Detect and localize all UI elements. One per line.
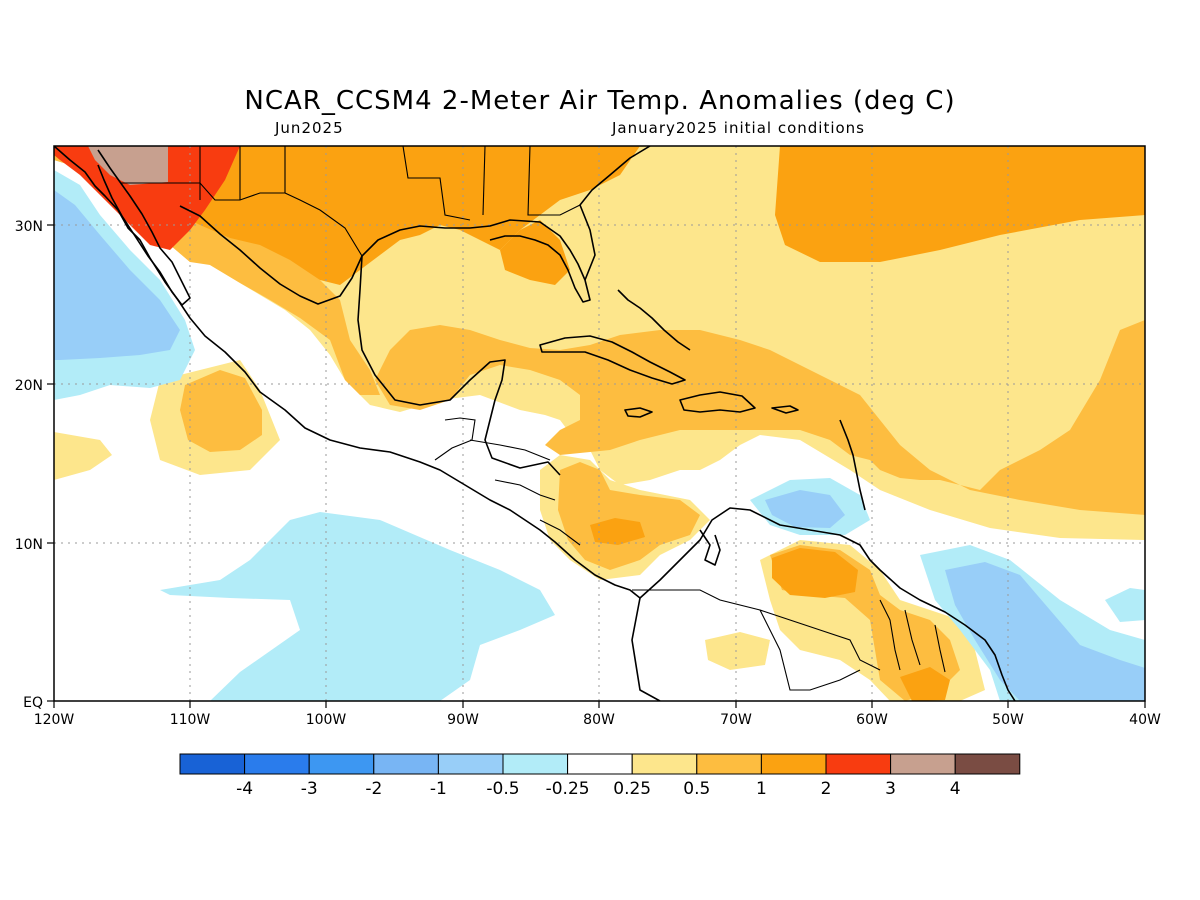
- colorbar-swatch: [567, 753, 633, 775]
- shade-warm-light-sm: [705, 632, 770, 670]
- graticule: [54, 146, 1145, 701]
- initial-conditions: January2025 initial conditions: [612, 119, 865, 137]
- lon-label: 90W: [447, 712, 479, 728]
- coastlines: [54, 146, 1016, 701]
- shaded-field: [54, 146, 1145, 701]
- bahamas: [617, 289, 691, 351]
- colorbar-label: -3: [301, 779, 318, 799]
- colorbar-swatch: [502, 753, 569, 775]
- shade-cool-light-atl2: [1105, 588, 1145, 622]
- lon-label: 60W: [856, 712, 888, 728]
- lat-labels: EQ 10N 20N 30N: [15, 219, 43, 711]
- colorbar-swatch: [825, 753, 892, 775]
- colorbar-label: -0.25: [546, 779, 590, 799]
- colorbar-label: 4: [950, 779, 961, 799]
- coast-us-east: [579, 146, 651, 281]
- lon-label: 40W: [1129, 712, 1161, 728]
- colorbar-label: -2: [365, 779, 382, 799]
- shade-warm-high-gui: [900, 667, 950, 701]
- borders: [120, 146, 946, 691]
- shade-cool-mid: [54, 190, 180, 360]
- puerto-rico: [771, 405, 799, 414]
- lon-label: 120W: [34, 712, 75, 728]
- shade-warm-light-w: [54, 432, 112, 480]
- shade-warm-mid: [54, 146, 1145, 515]
- shade-cool-mid-atl: [945, 562, 1145, 701]
- hispaniola: [679, 391, 756, 413]
- shade-veryhot: [88, 146, 168, 185]
- forecast-month: Jun2025: [275, 119, 344, 137]
- lon-label: 100W: [306, 712, 347, 728]
- ticks: [47, 224, 1146, 708]
- shade-warm-high-sa: [590, 518, 645, 545]
- shade-warm-high-ven: [772, 548, 858, 598]
- shade-cool-light-pac: [160, 512, 555, 701]
- lon-label: 110W: [170, 712, 211, 728]
- lesser-antilles: [839, 419, 866, 511]
- colorbar-swatch: [760, 753, 827, 775]
- colorbar-label: -1: [430, 779, 447, 799]
- lon-label: 70W: [720, 712, 752, 728]
- colorbar-swatch: [308, 753, 375, 775]
- shade-warm-mid-c: [180, 370, 262, 452]
- lat-label: 30N: [15, 219, 43, 235]
- colorbar-label: 1: [756, 779, 767, 799]
- colorbar-label: 0.25: [613, 779, 651, 799]
- coast-baja: [97, 149, 191, 306]
- shade-warm-high-ne: [775, 146, 1145, 262]
- coast-yucatan: [357, 255, 561, 476]
- colorbar-swatch: [954, 753, 1021, 775]
- colorbar: -4 -3 -2 -1 -0.5 -0.25 0.25 0.5 1 2 3 4: [179, 753, 1021, 799]
- colorbar-label: 3: [885, 779, 896, 799]
- colorbar-label: -0.5: [486, 779, 519, 799]
- lat-label: 10N: [15, 537, 43, 553]
- coast-maracaibo: [699, 529, 721, 566]
- colorbar-label: -4: [236, 779, 253, 799]
- shade-warm-mid-west: [54, 160, 380, 395]
- jamaica: [624, 407, 653, 418]
- colorbar-swatch: [179, 753, 246, 775]
- cuba: [539, 335, 686, 385]
- coast-gulf: [179, 205, 591, 305]
- colorbar-swatch: [631, 753, 698, 775]
- coast-mexico-pacific: [54, 146, 661, 701]
- coast-south-america: [639, 507, 1016, 701]
- colorbar-swatch: [696, 753, 762, 775]
- colorbar-label: 0.5: [683, 779, 710, 799]
- colorbar-swatch: [890, 753, 956, 775]
- map-title: NCAR_CCSM4 2-Meter Air Temp. Anomalies (…: [244, 86, 956, 116]
- colorbar-swatch: [437, 753, 504, 775]
- shade-cool-mid-sa: [765, 490, 845, 528]
- lat-label: EQ: [23, 695, 43, 711]
- lon-label: 50W: [992, 712, 1024, 728]
- lat-label: 20N: [15, 378, 43, 394]
- lon-label: 80W: [583, 712, 615, 728]
- colorbar-swatch: [244, 753, 310, 775]
- lon-labels: 120W 110W 100W 90W 80W 70W 60W 50W 40W: [34, 712, 1161, 728]
- colorbar-swatch: [373, 753, 439, 775]
- colorbar-label: 2: [821, 779, 832, 799]
